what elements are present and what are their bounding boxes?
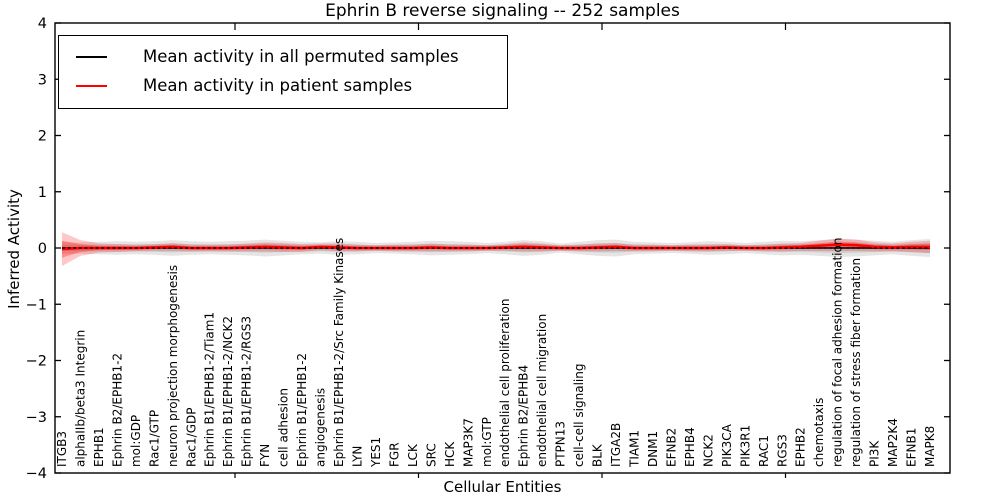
x-tick-label: EPHB4: [683, 427, 697, 467]
x-tick-label: MAPK8: [923, 426, 937, 467]
x-tick-label: MAP3K7: [461, 418, 475, 467]
x-tick-label: SRC: [424, 443, 438, 467]
x-tick-label: Ephrin B1/EPHB1-2/RGS3: [240, 316, 254, 467]
x-tick-label: regulation of stress fiber formation: [849, 258, 863, 467]
x-tick-label: neuron projection morphogenesis: [166, 265, 180, 467]
x-tick-label: EPHB1: [92, 427, 106, 467]
x-tick-label: EFNB1: [905, 428, 919, 467]
x-tick-label: Rac1/GDP: [184, 408, 198, 467]
x-tick-label: YES1: [369, 437, 383, 468]
x-axis-label: Cellular Entities: [443, 478, 562, 496]
x-tick-label: TIAM1: [628, 430, 642, 468]
x-tick-label: mol:GTP: [480, 417, 494, 467]
x-tick-label: LCK: [406, 443, 420, 467]
x-tick-label: MAP2K4: [886, 418, 900, 467]
x-tick-label: mol:GDP: [129, 415, 143, 467]
x-tick-label: FGR: [387, 442, 401, 467]
y-tick-label: −4: [26, 466, 47, 482]
x-tick-label: HCK: [443, 441, 457, 467]
patient-line-sample: [76, 84, 107, 87]
patient-band-outer: [62, 232, 930, 266]
x-tick-label: DNM1: [646, 431, 660, 467]
x-tick-label: cell-cell signaling: [572, 364, 586, 468]
x-tick-label: Ephrin B2/EPHB4: [517, 365, 531, 467]
x-tick-label: NCK2: [701, 434, 715, 467]
legend-item-permuted: Mean activity in all permuted samples: [59, 42, 507, 71]
x-tick-label: ITGA2B: [609, 423, 623, 467]
x-tick-label: PI3K: [868, 440, 882, 467]
x-tick-label: PTPN13: [554, 421, 568, 467]
x-tick-label: angiogenesis: [314, 388, 328, 467]
x-tick-label: BLK: [591, 443, 605, 467]
x-tick-label: Ephrin B1/EPHB1-2/Tiam1: [203, 312, 217, 467]
patient-band-inner: [62, 240, 930, 258]
y-tick-label: 4: [38, 16, 47, 32]
x-tick-label: Ephrin B1/EPHB1-2/Src Family Kinases: [332, 238, 346, 467]
x-tick-label: Ephrin B1/EPHB1-2: [295, 353, 309, 467]
x-tick-label: alphaIIb/beta3 Integrin: [73, 330, 87, 467]
legend-label-patient: Mean activity in patient samples: [143, 76, 413, 95]
x-tick-label: endothelial cell migration: [535, 314, 549, 467]
x-tick-label: EFNB2: [664, 428, 678, 467]
chart-title: Ephrin B reverse signaling -- 252 sample…: [325, 1, 680, 21]
x-tick-label: EPHB2: [794, 427, 808, 467]
x-tick-label: PIK3CA: [720, 423, 734, 467]
x-tick-label: RGS3: [775, 434, 789, 467]
permuted-line-sample: [76, 55, 107, 58]
legend-item-patient: Mean activity in patient samples: [59, 71, 507, 100]
x-tick-label: FYN: [258, 444, 272, 467]
y-tick-label: −2: [26, 354, 47, 370]
y-tick-label: 2: [38, 129, 47, 145]
x-tick-label: Ephrin B2/EPHB1-2: [110, 353, 124, 467]
x-tick-label: endothelial cell proliferation: [498, 299, 512, 467]
y-tick-label: 0: [38, 241, 47, 257]
x-tick-label: chemotaxis: [812, 398, 826, 467]
y-tick-label: 3: [38, 72, 47, 88]
x-tick-label: cell adhesion: [277, 388, 291, 467]
y-tick-label: −3: [26, 410, 47, 426]
x-tick-label: Rac1/GTP: [147, 410, 161, 467]
x-tick-label: RAC1: [757, 435, 771, 467]
x-tick-label: Ephrin B1/EPHB1-2/NCK2: [221, 316, 235, 467]
y-axis-label: Inferred Activity: [5, 189, 23, 309]
x-tick-label: LYN: [350, 446, 364, 467]
legend: Mean activity in all permuted samples Me…: [58, 35, 508, 109]
y-tick-label: 1: [38, 185, 47, 201]
x-tick-label: ITGB3: [55, 431, 69, 467]
x-tick-label: PIK3R1: [738, 425, 752, 467]
legend-label-permuted: Mean activity in all permuted samples: [143, 47, 459, 66]
y-tick-label: −1: [26, 297, 47, 313]
x-tick-label: regulation of focal adhesion formation: [831, 238, 845, 467]
